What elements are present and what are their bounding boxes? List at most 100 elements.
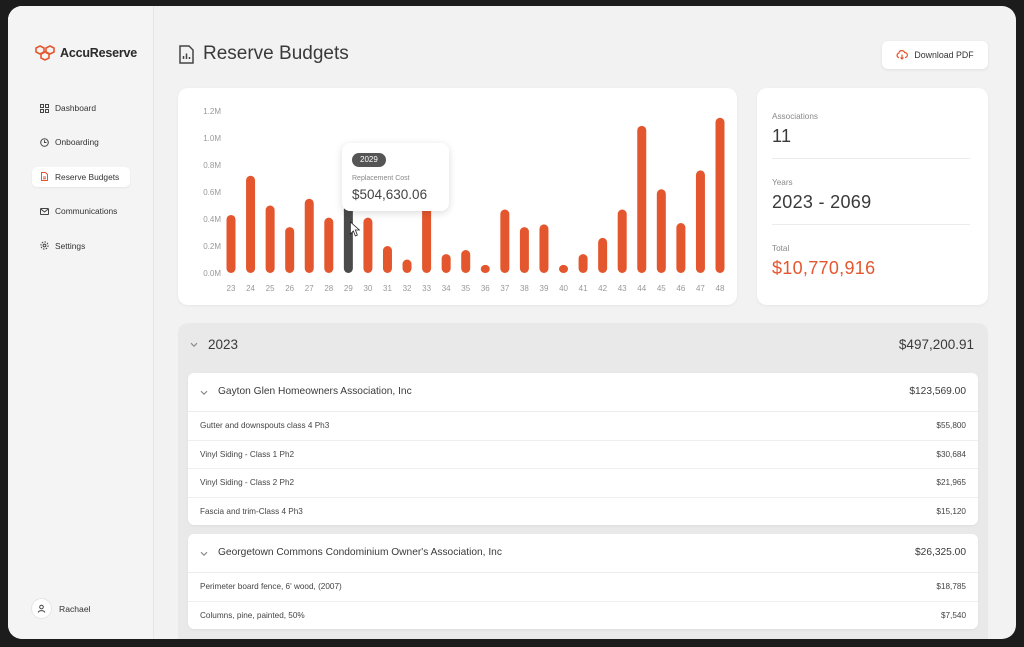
bar-26[interactable] [285,227,295,273]
bar-40[interactable] [559,264,569,273]
gear-icon [40,241,49,250]
x-tick-label: 42 [598,284,607,293]
association-card: Georgetown Commons Condominium Owner's A… [188,534,978,629]
x-tick-label: 24 [246,284,255,293]
chevron-down-icon [200,551,208,556]
bar-39[interactable] [539,224,549,273]
item-amount: $30,684 [936,449,966,459]
item-amount: $18,785 [936,582,966,591]
sidebar-item-label: Reserve Budgets [55,171,120,182]
bar-37[interactable] [500,209,510,273]
associations-stat: Associations 11 [772,112,970,147]
sidebar: AccuReserve Dashboard Onboarding Reserve… [8,6,154,639]
bar-35[interactable] [461,250,471,273]
sidebar-item-reserve-budgets[interactable]: Reserve Budgets [32,166,130,187]
bar-45[interactable] [656,189,666,273]
year-section: 2023 $497,200.91 Gayton Glen Homeowners … [178,323,988,639]
x-tick-label: 30 [363,284,372,293]
x-tick-label: 29 [344,284,353,293]
sidebar-item-dashboard[interactable]: Dashboard [32,98,130,118]
bar-23[interactable] [226,214,236,273]
x-tick-label: 34 [442,284,451,293]
x-tick-label: 23 [227,284,236,293]
item-name: Columns, pine, painted, 50% [200,610,305,620]
bar-46[interactable] [676,223,686,273]
logo-icon [35,45,55,61]
association-card: Gayton Glen Homeowners Association, Inc … [188,373,978,525]
year-header[interactable]: 2023 $497,200.91 [178,323,988,367]
x-tick-label: 46 [676,284,685,293]
sidebar-item-onboarding[interactable]: Onboarding [32,132,130,152]
bar-32[interactable] [402,259,412,274]
sidebar-item-label: Dashboard [55,103,96,113]
bar-25[interactable] [265,205,275,274]
associations-value: 11 [772,126,792,146]
document-icon [41,172,48,182]
bar-27[interactable] [304,198,314,273]
y-tick-label: 0.0M [203,269,221,278]
page-header: Reserve Budgets [178,43,349,65]
grid-icon [40,103,49,113]
summary-card: Associations 11 Years 2023 - 2069 Total … [757,88,988,305]
total-value: $10,770,916 [772,258,876,278]
x-tick-label: 27 [305,284,314,293]
chart-tooltip: 2029 Replacement Cost $504,630.06 [342,143,449,211]
download-pdf-label: Download PDF [914,50,974,60]
list-item: Gutter and downspouts class 4 Ph3 $55,80… [188,412,978,441]
x-tick-label: 36 [481,284,490,293]
sidebar-nav: Dashboard Onboarding Reserve Budgets Com… [32,98,130,270]
bar-30[interactable] [363,217,373,273]
item-name: Vinyl Siding - Class 1 Ph2 [200,449,295,459]
x-tick-label: 28 [324,284,333,293]
bar-43[interactable] [617,209,627,273]
bar-29[interactable] [343,204,353,273]
x-tick-label: 41 [579,284,588,293]
association-total: $26,325.00 [915,547,966,558]
bar-28[interactable] [324,217,334,273]
divider [772,158,970,159]
association-name: Gayton Glen Homeowners Association, Inc [218,386,412,397]
sidebar-item-communications[interactable]: Communications [32,201,130,221]
page-title: Reserve Budgets [203,43,349,64]
bar-41[interactable] [578,254,588,273]
association-header[interactable]: Georgetown Commons Condominium Owner's A… [188,534,978,573]
bar-24[interactable] [246,175,256,273]
item-amount: $55,800 [936,421,966,430]
x-tick-label: 26 [285,284,294,293]
x-tick-label: 48 [716,284,725,293]
user-icon [37,604,46,613]
year-total: $497,200.91 [898,337,974,352]
sidebar-item-settings[interactable]: Settings [32,236,130,256]
association-header[interactable]: Gayton Glen Homeowners Association, Inc … [188,373,978,412]
user-menu[interactable]: Rachael [32,599,91,618]
y-tick-label: 0.2M [203,242,221,251]
item-name: Perimeter board fence, 6' wood, (2007) [200,582,342,591]
bar-47[interactable] [695,170,705,273]
y-tick-label: 1.0M [203,134,221,143]
cloud-download-icon [896,50,909,60]
bar-44[interactable] [637,125,647,273]
bar-36[interactable] [480,264,490,273]
year-label: 2023 [208,337,239,352]
x-tick-label: 47 [696,284,705,293]
logo[interactable]: AccuReserve [34,44,137,62]
chevron-down-icon [190,342,198,347]
item-name: Vinyl Siding - Class 2 Ph2 [200,478,295,487]
total-label: Total [772,244,790,253]
replacement-cost-chart: 0.0M 0.2M 0.4M 0.6M 0.8M 1.0M 1.2M 23 24 25 26 27 28… [203,107,725,293]
x-tick-label: 43 [618,284,627,293]
bar-31[interactable] [382,246,392,273]
bar-42[interactable] [598,237,608,273]
clock-icon [40,138,49,147]
app-window: AccuReserve Dashboard Onboarding Reserve… [8,6,1016,639]
bar-38[interactable] [519,227,529,273]
item-amount: $15,120 [936,506,966,516]
mail-icon [40,207,49,215]
y-tick-label: 1.2M [203,107,221,116]
mouse-cursor-icon [349,221,361,237]
bar-34[interactable] [441,254,451,273]
download-pdf-button[interactable]: Download PDF [882,41,988,69]
bar-48[interactable] [715,117,725,273]
x-tick-label: 44 [637,284,646,293]
tooltip-label: Replacement Cost [352,175,410,182]
